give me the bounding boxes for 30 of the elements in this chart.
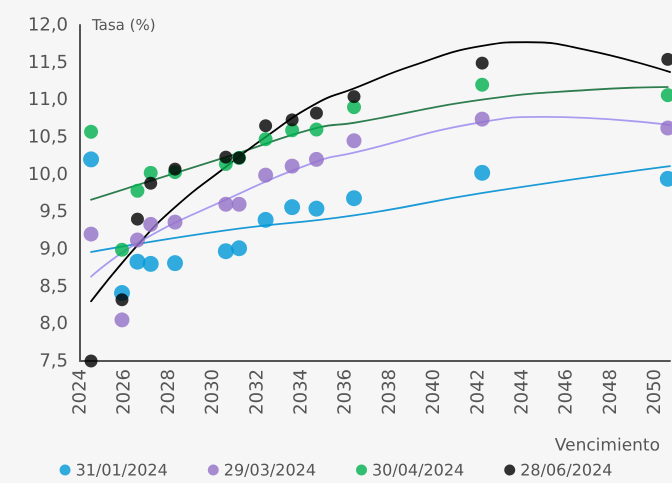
y-tick-label: 8,5	[39, 276, 68, 297]
y-tick-label: 10,5	[28, 126, 68, 148]
x-tick-label: 2042	[467, 369, 488, 415]
x-tick-label: 2048	[600, 369, 621, 415]
x-tick-label: 2028	[158, 369, 179, 415]
x-tick-label: 2024	[70, 369, 90, 415]
x-tick-label: 2026	[114, 369, 135, 415]
x-tick-label: 2050	[644, 369, 666, 415]
x-tick-label: 2030	[202, 369, 224, 415]
y-tick-label: 11,0	[28, 89, 68, 110]
legend-label: 31/01/2024	[76, 460, 168, 480]
legend-label: 30/04/2024	[372, 460, 464, 480]
legend-label: 29/03/2024	[224, 460, 316, 480]
x-tick-label: 2046	[556, 369, 577, 415]
x-tick-label: 2036	[334, 369, 356, 415]
x-tick-label: 2038	[378, 369, 400, 415]
y-axis-title: Tasa (%)	[91, 16, 156, 34]
x-axis-title: Vencimiento	[554, 436, 660, 456]
y-tick-label: 10,0	[28, 164, 68, 185]
x-tick-label: 2044	[511, 369, 532, 415]
y-tick-label: 9,0	[39, 238, 68, 260]
y-tick-label: 9,5	[39, 201, 68, 222]
y-tick-label: 7,5	[39, 350, 68, 372]
y-tick-label: 11,5	[28, 52, 68, 73]
x-tick-label: 2034	[290, 369, 312, 415]
y-tick-label: 8,0	[39, 313, 68, 334]
x-tick-label: 2032	[246, 369, 268, 415]
x-tick-label: 2040	[423, 369, 444, 415]
y-tick-label: 12,0	[28, 14, 68, 36]
legend-label: 28/06/2024	[520, 460, 612, 480]
